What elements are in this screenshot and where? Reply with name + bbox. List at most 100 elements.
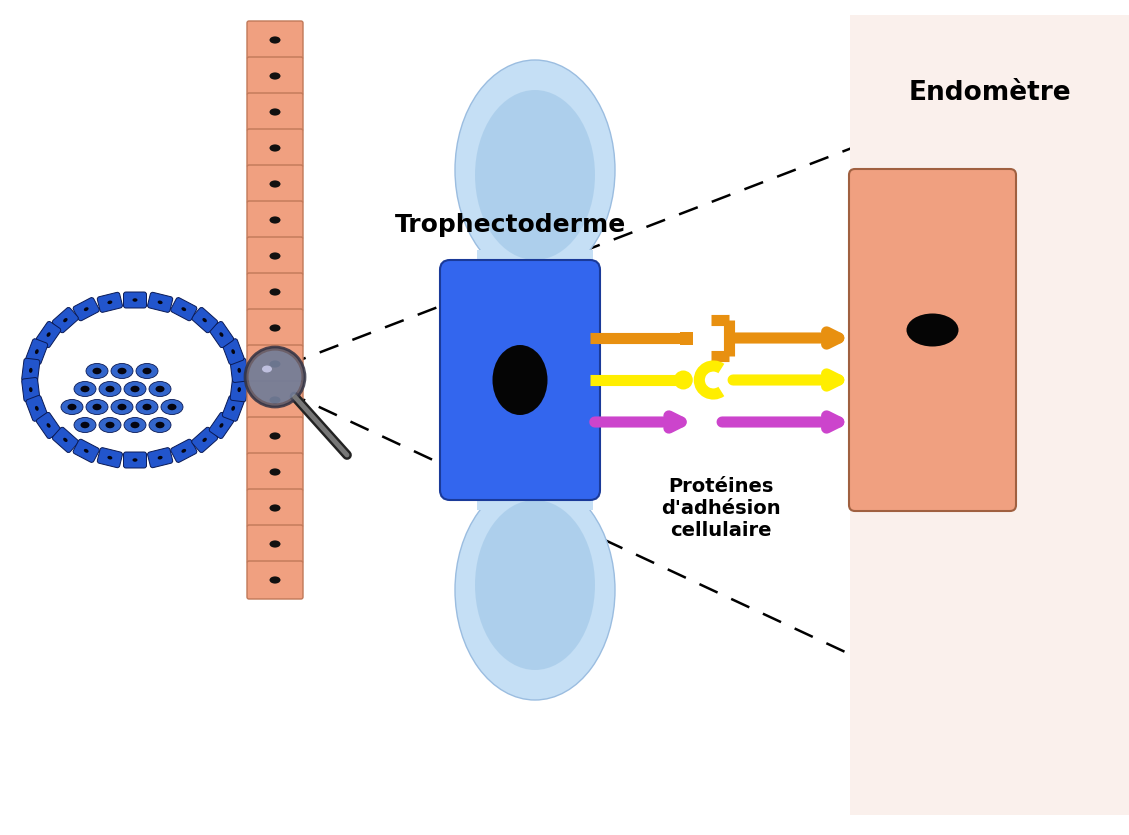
FancyBboxPatch shape (247, 525, 303, 563)
Ellipse shape (63, 318, 68, 322)
Ellipse shape (124, 418, 146, 433)
FancyBboxPatch shape (230, 377, 248, 402)
Ellipse shape (29, 387, 33, 392)
Ellipse shape (231, 406, 235, 411)
Ellipse shape (29, 368, 33, 373)
Ellipse shape (132, 298, 138, 301)
Ellipse shape (131, 386, 140, 392)
Ellipse shape (99, 418, 121, 433)
FancyBboxPatch shape (247, 345, 303, 383)
Ellipse shape (270, 468, 280, 476)
Ellipse shape (202, 318, 207, 322)
FancyBboxPatch shape (36, 321, 61, 347)
FancyBboxPatch shape (247, 417, 303, 455)
FancyBboxPatch shape (26, 396, 47, 422)
Ellipse shape (237, 387, 240, 392)
FancyBboxPatch shape (222, 339, 244, 365)
Ellipse shape (117, 404, 126, 410)
Ellipse shape (158, 301, 163, 304)
Ellipse shape (270, 144, 280, 152)
Ellipse shape (149, 418, 170, 433)
FancyBboxPatch shape (230, 358, 248, 382)
Ellipse shape (270, 73, 280, 79)
Ellipse shape (156, 422, 165, 428)
FancyBboxPatch shape (247, 381, 303, 419)
Ellipse shape (475, 90, 595, 260)
Ellipse shape (107, 301, 112, 304)
Ellipse shape (270, 325, 280, 331)
Ellipse shape (75, 382, 96, 397)
FancyBboxPatch shape (247, 273, 303, 311)
Text: Trophectoderme: Trophectoderme (395, 213, 627, 237)
Ellipse shape (46, 332, 51, 337)
FancyBboxPatch shape (440, 260, 599, 500)
FancyBboxPatch shape (52, 428, 78, 453)
Ellipse shape (455, 60, 615, 280)
Ellipse shape (270, 504, 280, 512)
Ellipse shape (111, 363, 133, 378)
Ellipse shape (84, 307, 88, 311)
Ellipse shape (907, 313, 959, 347)
Ellipse shape (84, 449, 88, 453)
FancyBboxPatch shape (170, 297, 196, 321)
Ellipse shape (270, 397, 280, 403)
Ellipse shape (270, 252, 280, 260)
Circle shape (248, 351, 301, 403)
FancyBboxPatch shape (476, 250, 593, 510)
Ellipse shape (492, 345, 548, 415)
Ellipse shape (132, 458, 138, 462)
Ellipse shape (61, 399, 84, 414)
FancyBboxPatch shape (52, 307, 78, 333)
Ellipse shape (156, 386, 165, 392)
Ellipse shape (111, 399, 133, 414)
FancyBboxPatch shape (247, 489, 303, 527)
FancyBboxPatch shape (21, 358, 40, 382)
Circle shape (245, 347, 305, 407)
Ellipse shape (237, 368, 240, 373)
Text: Protéines
d'adhésion
cellulaire: Protéines d'adhésion cellulaire (662, 477, 781, 540)
Ellipse shape (161, 399, 183, 414)
Ellipse shape (219, 332, 224, 337)
FancyBboxPatch shape (247, 309, 303, 347)
FancyBboxPatch shape (247, 93, 303, 131)
FancyBboxPatch shape (850, 15, 1129, 815)
FancyBboxPatch shape (123, 452, 147, 468)
Ellipse shape (270, 576, 280, 584)
Ellipse shape (105, 386, 114, 392)
Ellipse shape (86, 399, 108, 414)
Circle shape (674, 371, 693, 389)
Ellipse shape (142, 404, 151, 410)
Ellipse shape (455, 480, 615, 700)
Ellipse shape (35, 406, 38, 411)
FancyBboxPatch shape (247, 561, 303, 599)
FancyBboxPatch shape (209, 321, 234, 347)
Ellipse shape (63, 438, 68, 442)
Ellipse shape (75, 418, 96, 433)
FancyBboxPatch shape (247, 165, 303, 203)
FancyBboxPatch shape (123, 292, 147, 308)
Ellipse shape (231, 349, 235, 354)
Ellipse shape (149, 382, 170, 397)
FancyBboxPatch shape (97, 292, 122, 312)
Ellipse shape (270, 361, 280, 367)
Ellipse shape (202, 438, 207, 442)
Ellipse shape (270, 216, 280, 224)
FancyBboxPatch shape (222, 396, 244, 422)
Ellipse shape (167, 404, 176, 410)
Ellipse shape (270, 180, 280, 188)
Ellipse shape (158, 456, 163, 459)
Ellipse shape (182, 307, 186, 311)
Ellipse shape (219, 423, 224, 428)
Ellipse shape (35, 349, 38, 354)
FancyBboxPatch shape (26, 339, 47, 365)
FancyBboxPatch shape (21, 377, 40, 402)
Ellipse shape (475, 500, 595, 670)
Ellipse shape (93, 367, 102, 374)
Ellipse shape (270, 433, 280, 439)
FancyBboxPatch shape (247, 201, 303, 239)
FancyBboxPatch shape (192, 428, 218, 453)
Ellipse shape (182, 449, 186, 453)
FancyBboxPatch shape (247, 129, 303, 167)
FancyBboxPatch shape (247, 237, 303, 275)
FancyBboxPatch shape (73, 297, 99, 321)
